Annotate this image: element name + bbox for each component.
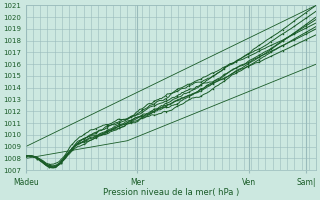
X-axis label: Pression niveau de la mer( hPa ): Pression niveau de la mer( hPa ) [103,188,239,197]
